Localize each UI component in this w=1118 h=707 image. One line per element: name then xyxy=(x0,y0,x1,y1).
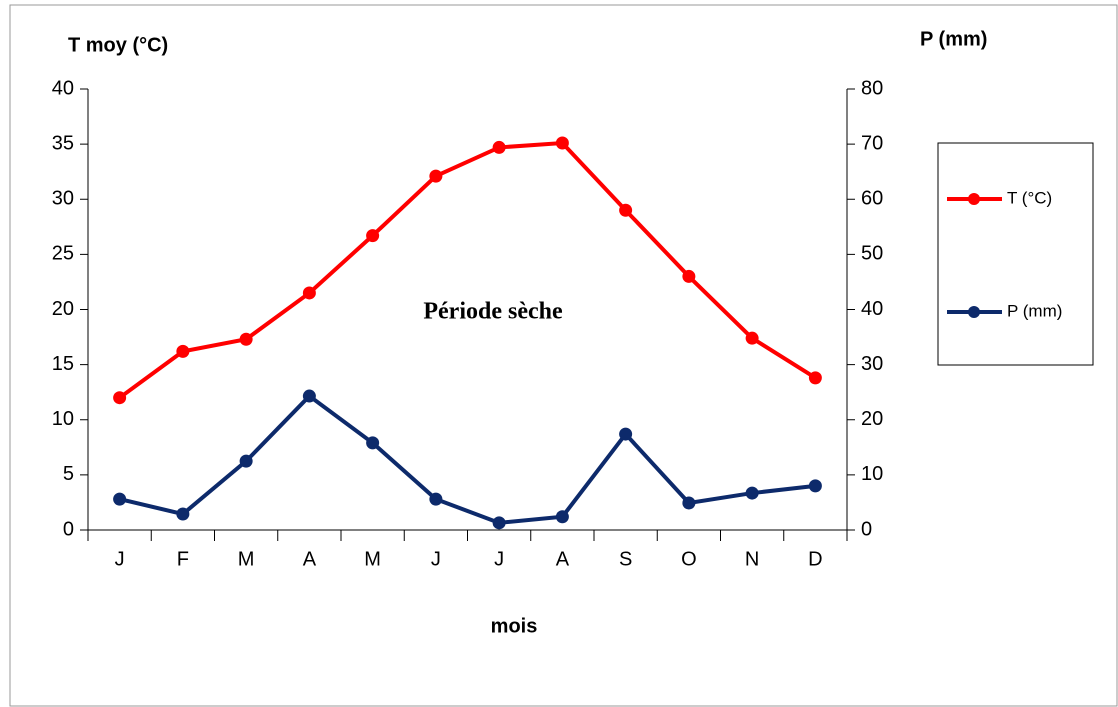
y2-tick-label: 30 xyxy=(861,353,883,375)
x-tick-label: O xyxy=(681,548,697,570)
marker xyxy=(808,371,822,385)
y2-tick-label: 50 xyxy=(861,243,883,265)
marker xyxy=(113,391,127,405)
marker xyxy=(366,229,380,243)
marker xyxy=(176,507,190,521)
line xyxy=(119,393,816,525)
marker xyxy=(492,516,506,530)
legend-label: P (mm) xyxy=(1007,301,1062,320)
y-tick-label: 10 xyxy=(52,408,74,430)
marker xyxy=(619,427,633,441)
marker xyxy=(429,169,443,183)
marker xyxy=(239,454,253,468)
marker xyxy=(239,332,253,346)
x-tick-label: A xyxy=(556,548,570,570)
y2-tick-label: 80 xyxy=(861,77,883,99)
y2-tick-label: 0 xyxy=(861,518,872,540)
marker xyxy=(745,486,759,500)
marker xyxy=(302,389,316,403)
marker xyxy=(113,492,127,506)
x-tick-label: J xyxy=(431,548,441,570)
y2-tick-label: 40 xyxy=(861,298,883,320)
y-tick-label: 25 xyxy=(52,243,74,265)
y-axis-label: T moy (°C) xyxy=(68,34,168,56)
marker xyxy=(555,136,569,150)
marker xyxy=(429,492,443,506)
x-tick-label: N xyxy=(745,548,759,570)
marker xyxy=(176,344,190,358)
x-tick-label: A xyxy=(303,548,317,570)
marker xyxy=(682,496,696,510)
x-axis-label: mois xyxy=(491,615,538,637)
legend-marker xyxy=(968,193,980,205)
y-tick-label: 40 xyxy=(52,77,74,99)
marker xyxy=(619,203,633,217)
marker xyxy=(555,510,569,524)
legend-box xyxy=(937,142,1094,366)
y-tick-label: 5 xyxy=(63,463,74,485)
y2-tick-label: 70 xyxy=(861,132,883,154)
marker xyxy=(808,479,822,493)
y2-tick-label: 20 xyxy=(861,408,883,430)
x-tick-label: F xyxy=(177,548,189,570)
x-tick-label: J xyxy=(494,548,504,570)
marker xyxy=(745,331,759,345)
x-tick-label: D xyxy=(808,548,822,570)
x-tick-label: S xyxy=(619,548,632,570)
line xyxy=(118,140,817,400)
legend-label: T (°C) xyxy=(1007,188,1052,207)
marker xyxy=(492,140,506,154)
annotation: Période sèche xyxy=(423,299,563,325)
y2-tick-label: 60 xyxy=(861,188,883,210)
y-tick-label: 30 xyxy=(52,188,74,210)
legend-marker xyxy=(968,306,980,318)
y-tick-label: 0 xyxy=(63,518,74,540)
marker xyxy=(366,436,380,450)
x-tick-label: M xyxy=(238,548,255,570)
x-tick-label: M xyxy=(364,548,381,570)
x-tick-label: J xyxy=(115,548,125,570)
y-tick-label: 20 xyxy=(52,298,74,320)
marker xyxy=(302,286,316,300)
chart-border xyxy=(9,4,1118,707)
y2-tick-label: 10 xyxy=(861,463,883,485)
marker xyxy=(682,269,696,283)
y2-axis-label: P (mm) xyxy=(920,28,987,50)
y-tick-label: 35 xyxy=(52,132,74,154)
y-tick-label: 15 xyxy=(52,353,74,375)
